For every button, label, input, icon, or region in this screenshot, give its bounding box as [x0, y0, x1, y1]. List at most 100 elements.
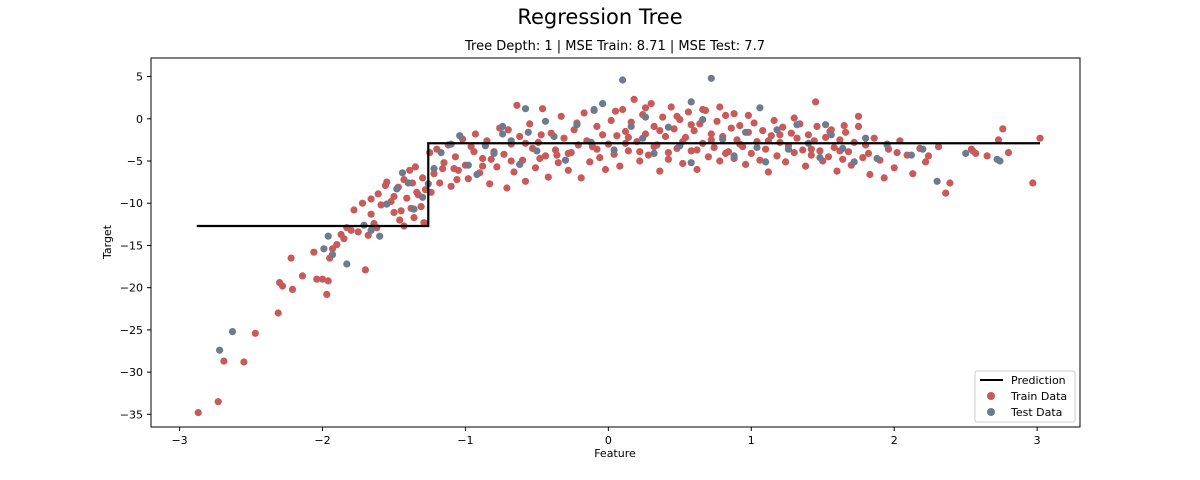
- train-point: [367, 195, 375, 203]
- y-tick-label: 0: [136, 113, 143, 126]
- train-point: [586, 158, 594, 166]
- train-point: [553, 151, 561, 159]
- test-point: [962, 149, 970, 157]
- test-point: [773, 126, 781, 134]
- train-point: [687, 121, 695, 129]
- train-point: [730, 110, 738, 118]
- train-point: [287, 254, 295, 262]
- train-point: [251, 329, 259, 337]
- test-point: [822, 121, 830, 129]
- test-point: [521, 105, 530, 113]
- test-point: [784, 145, 793, 153]
- test-point: [862, 134, 870, 142]
- train-point: [946, 179, 954, 187]
- train-point: [537, 131, 545, 139]
- test-point: [383, 200, 391, 208]
- train-point: [439, 165, 447, 173]
- train-point: [707, 136, 715, 144]
- legend-box: [974, 370, 1076, 423]
- legend-prediction-label: Prediction: [1011, 374, 1066, 387]
- train-point: [313, 275, 321, 283]
- test-point: [839, 144, 847, 152]
- train-point: [436, 179, 444, 187]
- train-point: [1004, 149, 1013, 157]
- train-point: [864, 149, 873, 157]
- train-point: [503, 184, 511, 192]
- train-point: [742, 160, 750, 168]
- train-point: [616, 162, 624, 170]
- train-point: [214, 398, 222, 406]
- y-axis-label: Target: [101, 224, 114, 260]
- train-point: [934, 143, 943, 151]
- test-point: [541, 117, 550, 125]
- train-point: [367, 210, 375, 218]
- train-point: [539, 105, 547, 113]
- train-point: [507, 157, 515, 165]
- test-point: [850, 158, 858, 166]
- train-point: [830, 143, 838, 152]
- train-point: [513, 101, 521, 109]
- train-point: [833, 167, 841, 175]
- train-point: [650, 143, 658, 151]
- train-point: [816, 147, 824, 155]
- train-point: [470, 148, 478, 156]
- test-point: [873, 154, 881, 163]
- test-point: [650, 149, 658, 157]
- train-point: [358, 199, 367, 207]
- y-tick-label: −30: [120, 366, 143, 379]
- train-point: [554, 159, 562, 167]
- train-point: [736, 122, 744, 130]
- test-point: [376, 232, 384, 240]
- train-point: [564, 149, 572, 157]
- test-point: [367, 226, 375, 234]
- train-point: [824, 153, 833, 161]
- x-tick-label: −1: [457, 434, 473, 447]
- train-point: [854, 112, 863, 120]
- test-point: [742, 128, 750, 136]
- train-point: [544, 173, 552, 181]
- train-point: [880, 174, 888, 182]
- test-point: [919, 145, 927, 153]
- train-point: [744, 111, 753, 119]
- train-point: [390, 208, 398, 217]
- legend-test-label: Test Data: [1010, 406, 1062, 419]
- train-point: [807, 151, 815, 159]
- train-point: [374, 190, 382, 198]
- train-point: [641, 104, 650, 112]
- train-point: [716, 157, 724, 165]
- test-point: [599, 100, 607, 108]
- prediction-layer: [196, 142, 1040, 228]
- test-point: [933, 177, 941, 185]
- test-point: [561, 156, 570, 164]
- test-point: [464, 161, 472, 169]
- train-point: [687, 147, 695, 155]
- train-point: [909, 170, 917, 178]
- test-point: [516, 160, 524, 168]
- train-point: [699, 105, 707, 114]
- train-point: [516, 132, 524, 141]
- train-point: [807, 145, 815, 153]
- train-point: [813, 122, 821, 130]
- train-point: [577, 174, 585, 182]
- x-tick-label: 2: [891, 434, 898, 447]
- train-point: [350, 206, 358, 214]
- test-point: [550, 132, 558, 141]
- test-point: [437, 149, 445, 157]
- train-point: [607, 116, 615, 125]
- train-point: [450, 165, 458, 173]
- y-tick-label: 5: [136, 71, 143, 84]
- train-point: [787, 129, 795, 137]
- train-point: [383, 178, 391, 186]
- train-point: [340, 235, 348, 243]
- train-point: [621, 127, 630, 136]
- train-point: [411, 163, 419, 171]
- train-point: [799, 146, 807, 154]
- legend-train-swatch: [987, 392, 995, 400]
- test-point: [398, 169, 407, 177]
- train-point: [870, 134, 878, 142]
- train-point: [240, 358, 248, 366]
- train-point: [644, 151, 653, 159]
- train-point: [619, 105, 627, 114]
- train-point: [722, 111, 730, 119]
- train-point: [298, 272, 307, 280]
